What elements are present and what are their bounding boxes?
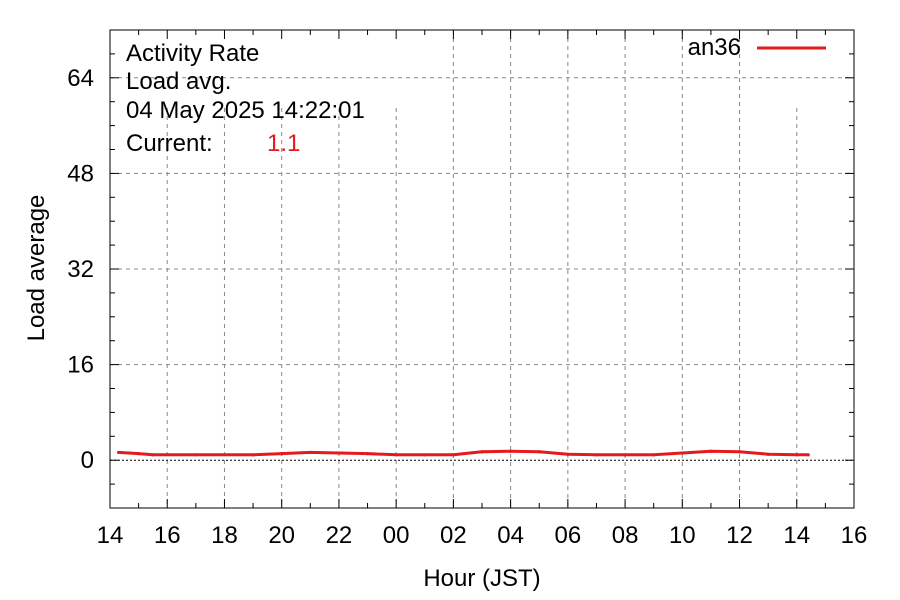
y-tick-label: 32 [67,256,94,283]
series-point [365,452,370,456]
series-point [623,453,627,457]
x-tick-label: 14 [97,522,124,549]
series-point [594,453,599,457]
legend-series-name: an36 [688,34,741,61]
x-axis-label: Hour (JST) [423,565,540,592]
axes: 0 16 32 48 64 14 16 18 20 22 00 02 04 06 08 10 12 14 16 [67,29,868,549]
y-tick-label: 64 [67,65,94,92]
series-layer [116,449,810,457]
y-tick-label: 48 [67,160,94,187]
series-point [737,450,742,454]
x-tick-label: 08 [612,522,639,549]
series-point [394,453,398,457]
series-point [652,453,656,457]
series-point [451,453,455,457]
labels: Activity Rate Load avg. 04 May 2025 14:2… [23,34,826,592]
series-point [194,453,198,457]
x-tick-label: 20 [268,522,295,549]
series-point [116,450,121,455]
chart-title-line-1: Activity Rate [126,40,259,67]
x-tick-label: 04 [497,522,524,549]
series-point [537,450,541,454]
series-point [566,452,570,456]
x-tick-label: 02 [440,522,467,549]
x-tick-label: 00 [383,522,410,549]
series-point [766,452,770,456]
series-point [137,452,141,456]
y-tick-label: 16 [67,352,94,379]
series-point [251,453,255,457]
series-point [308,450,312,455]
chart-timestamp: 04 May 2025 14:22:01 [126,97,365,124]
x-tick-label: 10 [669,522,696,549]
series-point [423,453,427,457]
x-tick-label: 18 [211,522,238,549]
x-tick-label: 14 [783,522,810,549]
series-point [280,452,284,456]
series-point [151,453,155,457]
x-tick-label: 22 [326,522,353,549]
series-point [709,449,713,453]
x-tick-label: 16 [841,522,868,549]
y-axis-label: Load average [23,195,50,342]
current-value: 1.1 [267,130,300,157]
series-point [480,450,484,454]
x-tick-label: 12 [726,522,753,549]
series-line-an36 [118,449,809,457]
grid-lines [110,30,854,508]
series-point [806,453,810,457]
series-point [337,451,341,455]
y-tick-label: 0 [81,447,94,474]
series-point [509,449,513,453]
chart-title-line-2: Load avg. [126,68,231,95]
series-point [795,453,799,457]
x-tick-label: 16 [154,522,181,549]
x-tick-label: 06 [554,522,581,549]
series-point [680,451,684,455]
current-label: Current: [126,130,213,157]
